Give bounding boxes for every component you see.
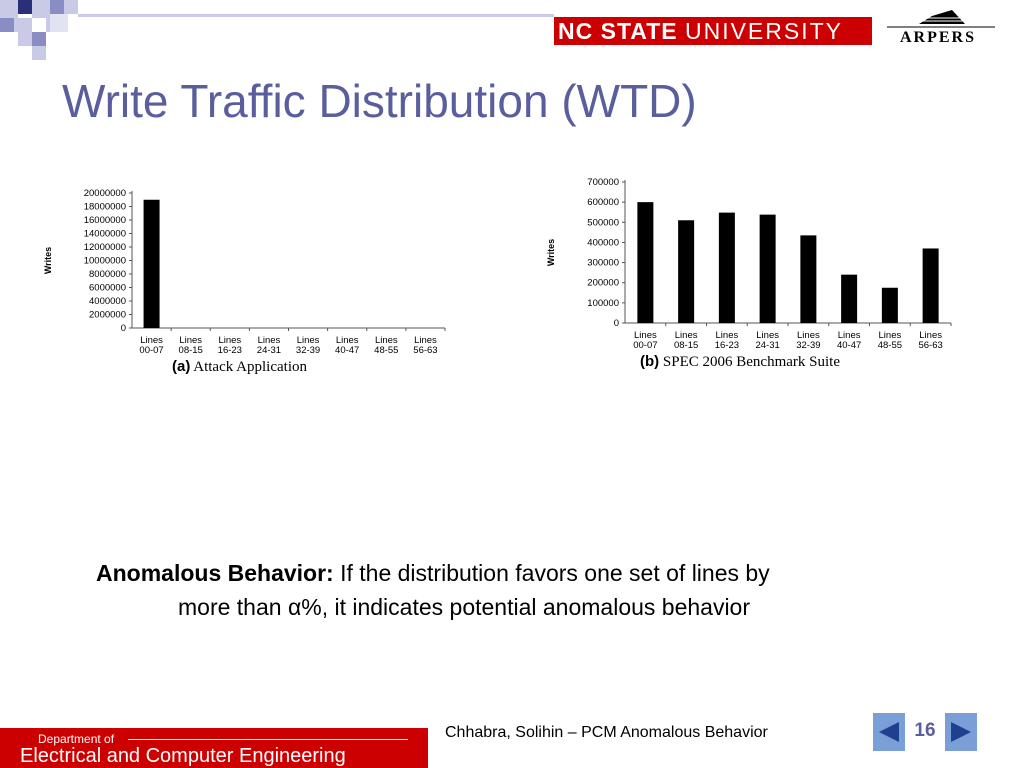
previous-slide-button[interactable] <box>873 713 905 751</box>
y-tick-label: 600000 <box>587 197 619 208</box>
department-rule <box>128 739 408 740</box>
ncsu-logo: NC STATE UNIVERSITY <box>554 17 872 45</box>
x-tick-label: Lines <box>375 335 398 346</box>
footer-text: Chhabra, Solihin – PCM Anomalous Behavio… <box>445 724 768 741</box>
chart-a-caption: (a) Attack Application <box>172 358 307 376</box>
bar <box>143 199 160 328</box>
department-banner: Department of Electrical and Computer En… <box>0 728 428 768</box>
chart-a-caption-label: (a) <box>172 358 191 375</box>
y-tick-label: 6000000 <box>89 283 126 294</box>
x-tick-label: 08-15 <box>674 340 698 351</box>
bar <box>718 212 735 323</box>
arpers-logo-text: ARPERS <box>899 29 976 46</box>
x-tick-label: 48-55 <box>374 345 398 356</box>
y-tick-label: 500000 <box>587 217 619 228</box>
x-tick-label: 40-47 <box>837 340 861 351</box>
left-triangle-icon <box>879 722 899 742</box>
x-tick-label: 00-07 <box>139 345 163 356</box>
y-tick-label: 700000 <box>587 177 619 188</box>
y-tick-label: 20000000 <box>84 188 126 199</box>
x-tick-label: Lines <box>414 335 437 346</box>
x-tick-label: Lines <box>258 335 281 346</box>
x-tick-label: Lines <box>797 330 820 341</box>
arpers-logo-graphic <box>887 10 995 28</box>
bar <box>678 220 695 323</box>
x-tick-label: 24-31 <box>755 340 779 351</box>
x-tick-label: Lines <box>336 335 359 346</box>
body-line2: more than α%, it indicates potential ano… <box>178 594 751 620</box>
bar <box>841 274 858 323</box>
x-tick-label: 48-55 <box>878 340 902 351</box>
page-number: 16 <box>914 720 936 741</box>
right-triangle-icon <box>951 722 971 742</box>
y-tick-label: 0 <box>121 323 126 334</box>
chart-a-caption-text: Attack Application <box>190 359 307 375</box>
y-tick-label: 18000000 <box>84 202 126 213</box>
x-tick-label: Lines <box>919 330 942 341</box>
x-tick-label: Lines <box>838 330 861 341</box>
x-tick-label: 56-63 <box>918 340 942 351</box>
x-tick-label: 32-39 <box>296 345 320 356</box>
body-line1: If the distribution favors one set of li… <box>333 560 770 586</box>
x-tick-label: Lines <box>675 330 698 341</box>
anomalous-behavior-text: Anomalous Behavior: If the distribution … <box>96 556 956 624</box>
department-large-text: Electrical and Computer Engineering <box>20 745 346 767</box>
x-tick-label: Lines <box>879 330 902 341</box>
y-tick-label: 2000000 <box>89 310 126 321</box>
department-small-text: Department of <box>38 732 115 746</box>
x-tick-label: 40-47 <box>335 345 359 356</box>
x-tick-label: Lines <box>756 330 779 341</box>
x-tick-label: Lines <box>179 335 202 346</box>
bar <box>637 202 654 323</box>
y-axis-label: Writes <box>546 239 556 266</box>
ncsu-logo-part2: UNIVERSITY <box>684 18 844 44</box>
x-tick-label: Lines <box>218 335 241 346</box>
y-tick-label: 100000 <box>587 298 619 309</box>
chart-a-svg: Writes 0 2000000 4000000 6000000 8000000 10000… <box>43 188 446 356</box>
x-tick-label: 16-23 <box>218 345 242 356</box>
x-tick-label: 16-23 <box>715 340 739 351</box>
chart-spec-benchmark: Writes 0 100000 200000 300000 400000 500000 600… <box>545 172 965 362</box>
x-tick-label: 32-39 <box>796 340 820 351</box>
bar <box>922 248 939 323</box>
bar <box>881 287 898 323</box>
y-tick-label: 12000000 <box>84 242 126 253</box>
y-tick-label: 300000 <box>587 258 619 269</box>
y-axis-label: Writes <box>43 247 53 274</box>
chart-attack-application: Writes 0 2000000 4000000 6000000 8000000 10000… <box>40 180 460 370</box>
x-tick-label: Lines <box>634 330 657 341</box>
x-tick-label: 00-07 <box>633 340 657 351</box>
y-tick-label: 14000000 <box>84 229 126 240</box>
next-slide-button[interactable] <box>945 713 977 751</box>
bar <box>759 214 776 323</box>
arpers-logo: ARPERS <box>877 10 999 50</box>
y-tick-label: 200000 <box>587 278 619 289</box>
chart-b-caption-text: SPEC 2006 Benchmark Suite <box>659 354 840 370</box>
body-bold-label: Anomalous Behavior: <box>96 560 334 586</box>
x-tick-label: 56-63 <box>413 345 437 356</box>
x-tick-label: 08-15 <box>179 345 203 356</box>
y-tick-label: 10000000 <box>84 256 126 267</box>
y-tick-label: 8000000 <box>89 269 126 280</box>
chart-b-svg: Writes 0 100000 200000 300000 400000 500000 600… <box>546 177 952 351</box>
y-tick-label: 4000000 <box>89 296 126 307</box>
x-tick-label: Lines <box>297 335 320 346</box>
chart-b-caption-label: (b) <box>640 353 660 370</box>
slide-title: Write Traffic Distribution (WTD) <box>62 75 697 127</box>
x-tick-label: Lines <box>716 330 739 341</box>
y-tick-label: 16000000 <box>84 215 126 226</box>
x-tick-label: Lines <box>140 335 163 346</box>
y-tick-label: 400000 <box>587 237 619 248</box>
ncsu-logo-part1: NC STATE <box>558 18 678 44</box>
y-tick-label: 0 <box>614 318 619 329</box>
chart-b-caption: (b) SPEC 2006 Benchmark Suite <box>640 353 840 371</box>
bar <box>800 235 817 323</box>
x-tick-label: 24-31 <box>257 345 281 356</box>
